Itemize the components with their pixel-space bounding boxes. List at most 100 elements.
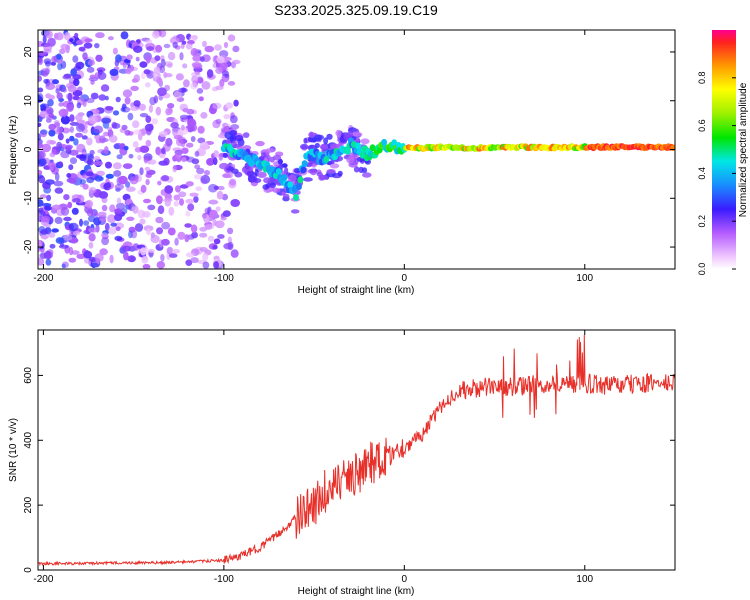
noise-cell (123, 251, 129, 261)
noise-cell (105, 161, 112, 169)
noise-cell (158, 30, 167, 38)
noise-cell (181, 157, 187, 163)
noise-cell (65, 138, 70, 144)
noise-cell (309, 168, 317, 176)
noise-cell (56, 92, 63, 100)
noise-cell (38, 122, 42, 127)
noise-cell (152, 30, 160, 39)
noise-cell (190, 82, 198, 90)
noise-cell (164, 185, 174, 194)
noise-cell (199, 142, 210, 151)
noise-cell (45, 115, 56, 120)
ridge-cell (369, 144, 376, 152)
noise-cell (131, 78, 139, 83)
noise-cell (215, 66, 224, 75)
noise-cell (157, 87, 167, 97)
y-tick-label: 20 (23, 46, 34, 58)
noise-cell (191, 71, 201, 78)
noise-cell (94, 253, 104, 262)
noise-cell (255, 140, 265, 147)
noise-cell (99, 248, 108, 256)
noise-cell (113, 143, 120, 150)
noise-cell (287, 174, 297, 182)
noise-cell (109, 68, 119, 76)
noise-cell (75, 114, 83, 122)
noise-cell (93, 161, 104, 166)
noise-cell (121, 245, 132, 252)
noise-cell (80, 179, 86, 185)
noise-cell (128, 153, 134, 159)
noise-cell (69, 135, 75, 142)
noise-cell (192, 54, 202, 62)
noise-cell (172, 127, 178, 137)
noise-cell (272, 154, 282, 161)
noise-cell (68, 222, 79, 231)
noise-cell (145, 54, 151, 64)
noise-cell (76, 123, 85, 132)
noise-cell (121, 124, 128, 131)
noise-cell (143, 225, 154, 232)
noise-cell (215, 85, 224, 91)
noise-cell (68, 178, 77, 184)
noise-cell (155, 106, 161, 116)
noise-cell (166, 63, 173, 68)
noise-cell (38, 87, 44, 93)
noise-cell (60, 115, 71, 125)
noise-cell (63, 32, 71, 41)
noise-cell (95, 54, 103, 62)
noise-cell (38, 175, 46, 184)
colorbar: 0.0 0.2 0.4 0.6 0.8 Normalized spectral ampl… (697, 30, 749, 275)
noise-cell (227, 241, 234, 251)
noise-cell (226, 138, 231, 145)
noise-cell (222, 56, 232, 62)
noise-cell (105, 182, 112, 189)
y-tick-label: 0 (23, 146, 34, 152)
noise-cell (193, 174, 202, 180)
noise-cell (155, 216, 164, 224)
noise-cell (190, 136, 196, 142)
x-tick-label: 100 (576, 273, 593, 284)
noise-cell (56, 126, 63, 134)
ridge-cell (295, 183, 302, 191)
noise-cell (38, 142, 44, 149)
noise-cell (139, 167, 144, 176)
noise-cell (45, 82, 56, 90)
x-tick-label: 0 (402, 273, 408, 284)
noise-cell (362, 172, 372, 178)
noise-cell (161, 175, 170, 182)
noise-cell (323, 137, 329, 145)
noise-cell (149, 96, 157, 106)
noise-cell (185, 211, 191, 217)
noise-cell (172, 164, 177, 173)
noise-cell (144, 123, 154, 132)
noise-cell (189, 192, 199, 197)
noise-cell (51, 228, 59, 233)
noise-cell (40, 228, 48, 235)
noise-cell (232, 59, 241, 65)
noise-cell (42, 35, 47, 44)
noise-cell (214, 44, 222, 51)
noise-cell (137, 154, 142, 161)
noise-cell (160, 58, 166, 68)
noise-cell (223, 41, 229, 49)
noise-cell (85, 199, 94, 209)
x-tick-label: 100 (576, 574, 593, 585)
noise-cell (40, 215, 51, 223)
noise-cell (69, 157, 78, 165)
noise-cell (114, 235, 123, 241)
noise-cell (326, 133, 333, 140)
noise-cell (199, 226, 208, 232)
noise-cell (49, 140, 56, 145)
noise-cell (43, 250, 52, 260)
noise-cell (50, 61, 57, 66)
noise-cell (63, 194, 70, 201)
noise-cell (122, 89, 133, 98)
noise-cell (196, 88, 204, 94)
noise-cell (233, 99, 239, 107)
noise-cell (200, 174, 211, 184)
noise-cell (290, 209, 300, 214)
noise-cell (181, 40, 187, 45)
noise-cell (84, 38, 93, 43)
noise-cell (308, 132, 317, 138)
noise-cell (41, 143, 51, 153)
